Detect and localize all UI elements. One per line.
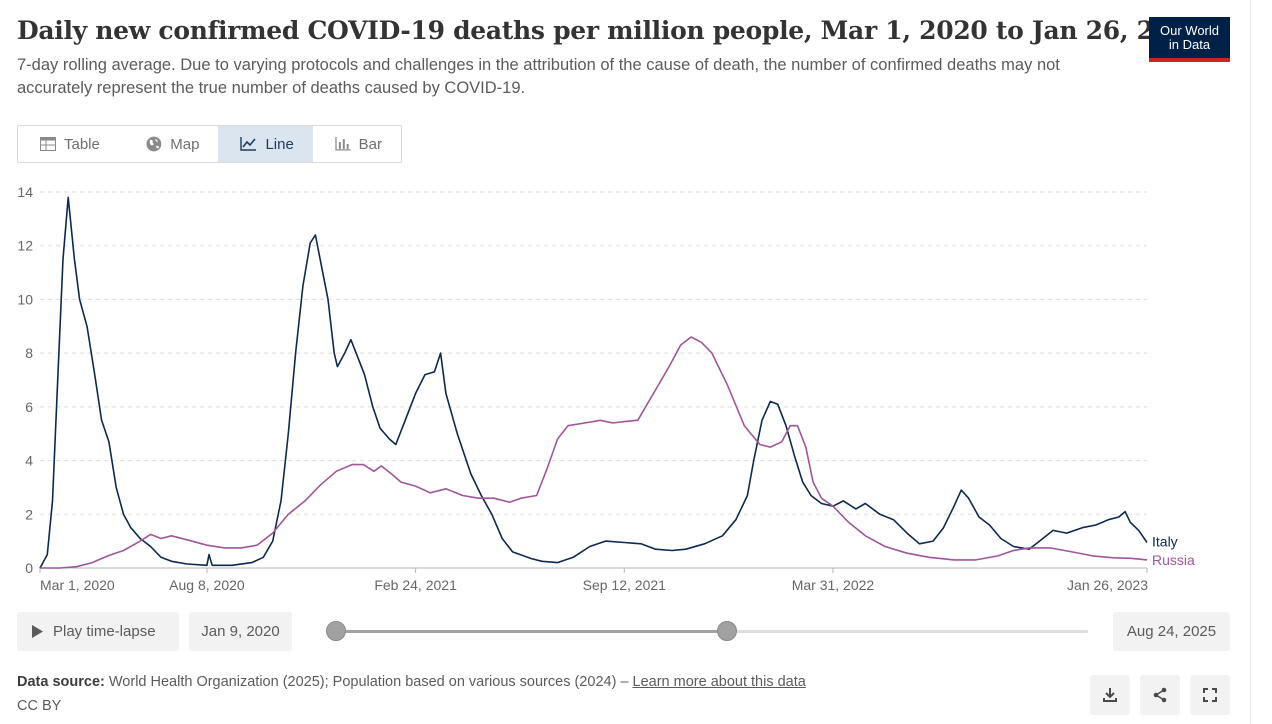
logo-line-2: in Data [1168,36,1211,52]
tab-map[interactable]: Map [124,126,218,162]
y-tick-label: 8 [25,345,33,361]
tab-label: Line [265,135,294,153]
owid-logo[interactable]: Our World in Data [1149,17,1230,62]
timeline-start-handle[interactable] [326,621,346,641]
share-button[interactable] [1140,675,1180,715]
download-button[interactable] [1090,675,1130,715]
x-tick-label: Mar 1, 2020 [40,577,115,593]
play-timelapse-button[interactable]: Play time-lapse [17,612,179,651]
tab-bar[interactable]: Bar [313,126,401,162]
line-chart: 0 2 4 6 8 10 12 14 Mar 1, 2020 Aug 8, 2020 Feb 24,… [17,184,1195,593]
x-tick-label: Mar 31, 2022 [792,577,875,593]
panel-edge [1250,0,1251,724]
logo-line-1: Our World [1160,22,1219,38]
y-tick-label: 0 [25,560,33,576]
chart-title: Daily new confirmed COVID-19 deaths per … [17,16,1206,45]
x-tick-label: Aug 8, 2020 [169,577,245,593]
play-label: Play time-lapse [53,623,156,640]
x-tick-label: Sep 12, 2021 [583,577,667,593]
table-icon [40,137,56,151]
y-tick-label: 10 [17,291,33,307]
end-date-chip[interactable]: Aug 24, 2025 [1113,612,1230,651]
tab-table[interactable]: Table [18,126,124,162]
y-tick-label: 12 [17,238,33,254]
fullscreen-button[interactable] [1190,675,1230,715]
timeline-controls: Play time-lapse Jan 9, 2020 Aug 24, 2025 [17,612,1230,652]
timeline-end-handle[interactable] [717,621,738,641]
y-tick-label: 6 [25,399,33,415]
series-label-italy: Italy [1152,533,1178,549]
series-line-italy [39,196,1148,569]
play-icon [32,625,43,638]
download-icon [1103,688,1117,702]
x-tick-label: Jan 26, 2023 [1067,577,1148,593]
timeline-selected-range [336,630,728,633]
series-line-russia [40,336,1148,569]
view-tabs: Table Map Line Bar [17,125,402,163]
source-label: Data source: [17,674,105,690]
series-label-russia: Russia [1152,552,1195,568]
source-text: World Health Organization (2025); Popula… [108,674,633,690]
fullscreen-icon [1203,688,1217,702]
y-tick-label: 14 [17,184,33,200]
chart-subtitle: 7-day rolling average. Due to varying pr… [17,56,1060,97]
share-icon [1153,687,1167,703]
x-tick-label: Feb 24, 2021 [374,577,457,593]
line-chart-icon [240,137,257,151]
y-tick-label: 4 [25,453,33,469]
tab-label: Table [64,135,100,153]
footer: Data source: World Health Organization (… [17,670,806,718]
y-tick-label: 2 [25,506,33,522]
globe-icon [146,136,162,152]
data-source-line: Data source: World Health Organization (… [17,670,806,694]
license-text: CC BY [17,698,62,714]
bar-chart-icon [335,137,351,151]
tab-line[interactable]: Line [218,126,313,162]
tab-label: Bar [358,135,382,153]
start-date-chip[interactable]: Jan 9, 2020 [189,612,292,651]
learn-more-link[interactable]: Learn more about this data [632,674,806,690]
tab-label: Map [170,135,200,153]
